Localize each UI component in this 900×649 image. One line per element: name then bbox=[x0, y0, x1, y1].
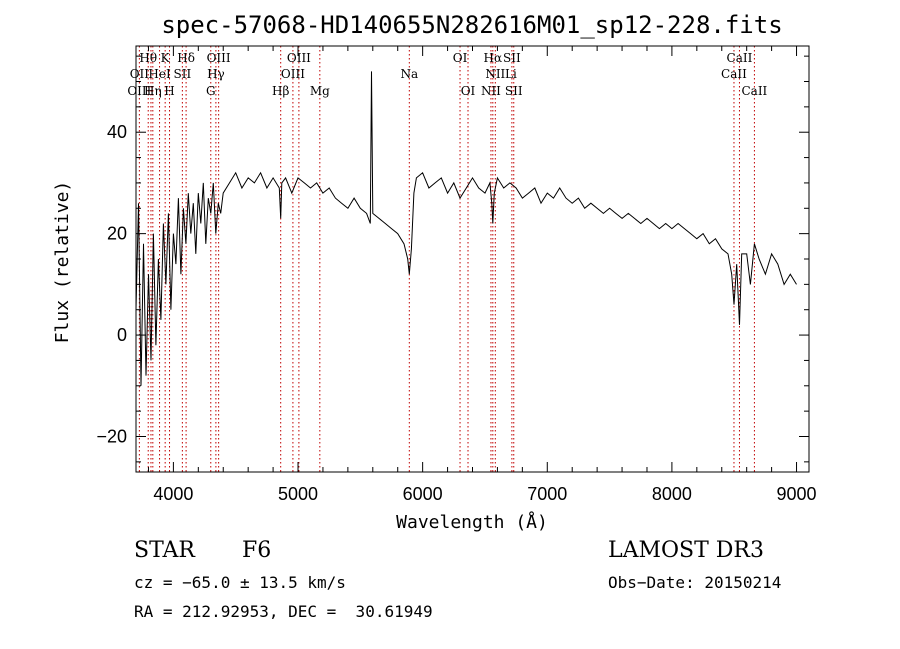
spectrum-line bbox=[135, 71, 797, 386]
y-tick-label: 20 bbox=[107, 224, 127, 244]
line-label: Li bbox=[505, 67, 517, 81]
line-label: SII bbox=[505, 84, 523, 98]
object-class: STAR bbox=[134, 538, 195, 563]
line-label: OI bbox=[461, 84, 476, 98]
y-tick-label: 40 bbox=[107, 122, 127, 142]
plot-frame bbox=[135, 45, 810, 473]
line-label: OI bbox=[453, 51, 468, 65]
line-label: OIII bbox=[207, 51, 231, 65]
redshift-velocity: cz = −65.0 ± 13.5 km/s bbox=[134, 573, 346, 592]
line-label: SII bbox=[503, 51, 521, 65]
x-tick-label: 4000 bbox=[153, 484, 193, 504]
spectral-line-markers bbox=[138, 46, 755, 472]
line-label: OII bbox=[130, 67, 150, 81]
line-label: Hα bbox=[484, 51, 503, 65]
y-axis-ticks: −20 0 20 40 bbox=[96, 55, 809, 463]
line-label: Hγ bbox=[207, 67, 225, 81]
line-label: K bbox=[161, 51, 171, 65]
x-tick-label: 5000 bbox=[278, 484, 318, 504]
x-tick-label: 6000 bbox=[403, 484, 443, 504]
line-label: OIII bbox=[287, 51, 311, 65]
line-label: Na bbox=[400, 67, 418, 81]
line-label: Hη bbox=[144, 84, 162, 98]
chart-title: spec-57068-HD140655N282616M01_sp12-228.f… bbox=[161, 11, 782, 39]
y-tick-label: 0 bbox=[117, 325, 127, 345]
line-label: CaII bbox=[721, 67, 747, 81]
line-label: Hδ bbox=[177, 51, 195, 65]
object-subclass: F6 bbox=[242, 538, 272, 563]
x-axis-label: Wavelength (Å) bbox=[396, 511, 548, 533]
x-axis-ticks: 4000 5000 6000 7000 8000 9000 bbox=[147, 46, 817, 504]
x-tick-label: 7000 bbox=[527, 484, 567, 504]
line-label: G bbox=[206, 84, 216, 98]
y-tick-label: −20 bbox=[96, 427, 127, 447]
sky-coordinates: RA = 212.92953, DEC = 30.61949 bbox=[134, 602, 433, 621]
line-label: Hθ bbox=[139, 51, 157, 65]
line-label: H bbox=[164, 84, 174, 98]
line-label: Hβ bbox=[272, 84, 289, 98]
line-label: NII bbox=[481, 84, 501, 98]
line-label: CaII bbox=[741, 84, 767, 98]
y-axis-label: Flux (relative) bbox=[52, 181, 73, 344]
observation-date: Obs−Date: 20150214 bbox=[608, 573, 782, 592]
line-label: SII bbox=[174, 67, 192, 81]
line-label: Mg bbox=[310, 84, 330, 98]
line-label: OIII bbox=[281, 67, 305, 81]
line-label: NII bbox=[485, 67, 505, 81]
line-label: HeI bbox=[148, 67, 171, 81]
x-tick-label: 8000 bbox=[652, 484, 692, 504]
survey-name: LAMOST DR3 bbox=[608, 538, 764, 563]
line-label: CaII bbox=[727, 51, 753, 65]
x-tick-label: 9000 bbox=[777, 484, 817, 504]
line-label: OIII bbox=[127, 84, 151, 98]
